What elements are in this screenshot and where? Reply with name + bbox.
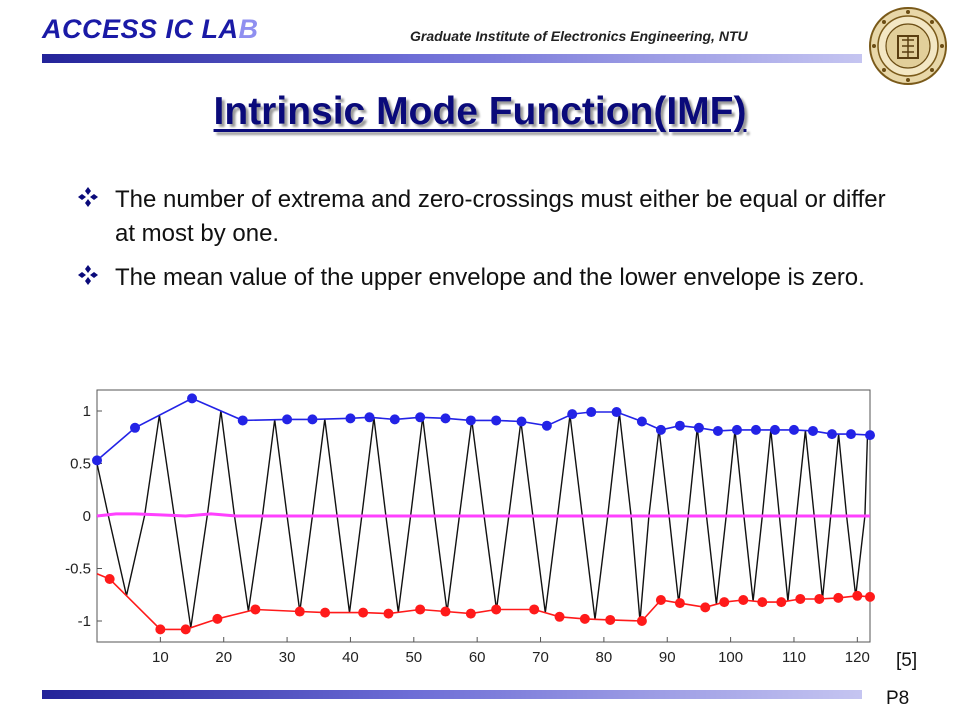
x-tick-label: 110 xyxy=(782,649,806,666)
upper-envelope-point xyxy=(865,430,875,441)
lower-envelope-point xyxy=(814,593,825,604)
upper-envelope-point xyxy=(415,412,426,423)
y-tick-label: -1 xyxy=(78,613,91,630)
lower-envelope-point xyxy=(700,602,711,613)
imf-chart: 10 20 30 40 50 60 70 80 90 100 110 120 1 0.5 0 -0.5 -1 xyxy=(65,389,875,666)
upper-envelope-point xyxy=(541,420,552,431)
bullet-list: The number of extrema and zero-crossings… xyxy=(75,183,905,305)
upper-envelope-point xyxy=(465,415,476,426)
lower-envelope-point xyxy=(852,590,863,601)
x-tick-label: 40 xyxy=(342,649,359,666)
lower-envelope-point xyxy=(155,624,166,635)
lab-name-main: ACCESS IC LA xyxy=(42,14,239,44)
upper-envelope-point xyxy=(750,424,761,435)
lower-envelope-point xyxy=(865,591,875,602)
y-tick-label: 1 xyxy=(83,403,91,420)
y-tick-label: 0 xyxy=(83,508,91,525)
lower-envelope-point xyxy=(719,597,730,608)
y-tick-label: -0.5 xyxy=(65,561,91,578)
upper-envelope-point xyxy=(611,407,622,418)
lower-envelope-point xyxy=(579,613,590,624)
upper-envelope-point xyxy=(674,420,685,431)
upper-envelope-point xyxy=(655,424,666,435)
x-tick-label: 90 xyxy=(659,649,676,666)
upper-envelope-point xyxy=(845,429,856,440)
header-divider-bar xyxy=(42,54,862,63)
upper-envelope-point xyxy=(516,416,527,427)
upper-envelope-point xyxy=(807,425,818,436)
upper-envelope-point xyxy=(491,415,502,426)
x-tick-label: 10 xyxy=(152,649,169,666)
lab-name: ACCESS IC LAB xyxy=(42,14,259,45)
institute-name: Graduate Institute of Electronics Engine… xyxy=(410,28,748,44)
lab-name-fade: B xyxy=(238,14,259,44)
bullet-item: The number of extrema and zero-crossings… xyxy=(75,183,905,251)
lower-envelope-point xyxy=(294,606,305,617)
upper-envelope-point xyxy=(586,407,597,418)
lower-envelope-point xyxy=(636,616,647,626)
bullet-text-1: The number of extrema and zero-crossings… xyxy=(115,186,886,247)
x-tick-label: 70 xyxy=(532,649,549,666)
footer-divider-bar xyxy=(42,690,862,699)
lower-envelope-point xyxy=(529,604,540,615)
upper-envelope-point xyxy=(440,413,451,424)
upper-envelope-point xyxy=(693,422,704,433)
lower-envelope-point xyxy=(833,592,844,603)
bullet-item: The mean value of the upper envelope and… xyxy=(75,261,905,295)
upper-envelope-point xyxy=(92,455,102,466)
university-seal-icon xyxy=(869,7,947,85)
lower-envelope-point xyxy=(655,595,666,605)
mean-line xyxy=(96,512,870,518)
x-tick-label: 30 xyxy=(279,649,296,666)
upper-envelope-point xyxy=(826,429,837,440)
lower-envelope-point xyxy=(795,593,806,604)
upper-envelope-point xyxy=(237,415,248,426)
four-diamond-bullet-icon xyxy=(78,187,98,207)
lower-envelope-point xyxy=(465,608,476,619)
x-tick-label: 60 xyxy=(469,649,486,666)
lower-envelope-point xyxy=(440,606,451,617)
upper-envelope-point xyxy=(187,393,198,404)
bullet-text-2: The mean value of the upper envelope and… xyxy=(115,264,865,291)
upper-envelope-point xyxy=(712,425,723,436)
y-tick-label: 0.5 xyxy=(70,456,91,473)
lower-envelope-point xyxy=(180,624,191,635)
lower-envelope-point xyxy=(104,574,115,584)
four-diamond-bullet-icon xyxy=(78,265,98,285)
lower-envelope-point xyxy=(358,607,369,618)
x-tick-label: 50 xyxy=(405,649,422,666)
upper-envelope-point xyxy=(788,424,799,435)
reference-label: [5] xyxy=(896,650,918,671)
upper-envelope-point xyxy=(731,424,742,435)
upper-envelope-point xyxy=(345,413,356,424)
lower-envelope-point xyxy=(212,613,223,624)
upper-envelope-point xyxy=(130,422,141,433)
slide-title: Intrinsic Mode Function(IMF) xyxy=(213,90,747,133)
upper-envelope-point xyxy=(364,412,375,423)
upper-envelope-point xyxy=(389,414,400,425)
upper-envelope-point xyxy=(769,424,780,435)
x-tick-label: 20 xyxy=(215,649,232,666)
lower-envelope-point xyxy=(757,597,768,608)
lower-envelope-point xyxy=(383,608,394,619)
lower-envelope-point xyxy=(415,604,426,615)
x-tick-label: 100 xyxy=(718,649,743,666)
upper-envelope-point xyxy=(282,414,293,425)
upper-envelope-point xyxy=(307,414,318,425)
lower-envelope-point xyxy=(738,595,749,605)
page-number: P8 xyxy=(886,688,910,709)
upper-envelope-point xyxy=(567,409,578,420)
upper-envelope-point xyxy=(636,416,647,427)
lower-envelope-point xyxy=(554,611,565,622)
lower-envelope-point xyxy=(674,598,685,609)
lower-envelope-point xyxy=(250,604,261,615)
x-tick-label: 80 xyxy=(596,649,613,666)
lower-envelope-point xyxy=(320,607,331,618)
x-tick-label: 120 xyxy=(845,649,870,666)
lower-envelope-point xyxy=(776,597,787,608)
lower-envelope-point xyxy=(605,614,616,625)
lower-envelope-point xyxy=(491,604,502,615)
